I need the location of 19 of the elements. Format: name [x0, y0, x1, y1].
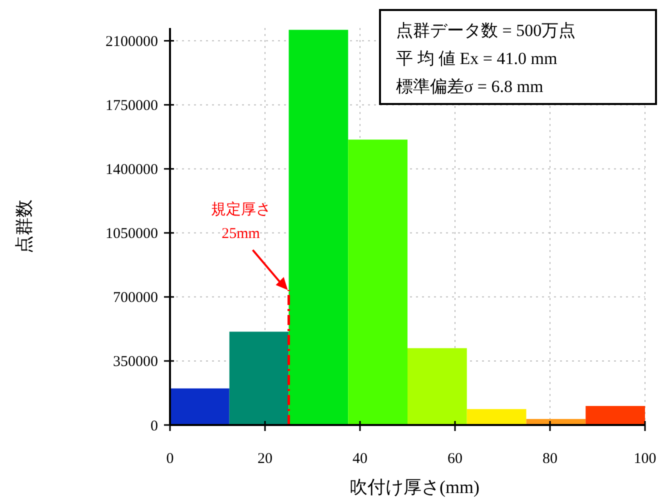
- x-tick-label: 40: [352, 451, 368, 467]
- annotation: 標準偏差σ = 6.8 mm: [396, 77, 544, 96]
- y-tick-label: 0: [150, 418, 158, 434]
- ref-line-label: 規定厚さ 25mm: [210, 201, 271, 242]
- y-tick-label: 2100000: [106, 34, 158, 50]
- x-tick-label: 100: [634, 451, 656, 467]
- annotation: 平 均 値 Ex = 41.0 mm: [396, 49, 558, 68]
- x-tick-label: 80: [542, 451, 558, 467]
- y-axis-title: 点群数: [14, 200, 34, 254]
- x-tick-label: 0: [166, 451, 174, 467]
- y-tick-label: 1400000: [106, 162, 158, 178]
- x-tick-label: 60: [448, 451, 462, 467]
- y-tick-label: 1050000: [106, 226, 158, 242]
- y-tick-label: 1750000: [106, 98, 158, 114]
- x-axis-title: 吹付け厚さ(mm): [350, 477, 480, 497]
- y-tick-label: 700000: [113, 290, 158, 306]
- x-tick-label: 20: [258, 451, 272, 467]
- y-tick-label: 350000: [113, 354, 158, 370]
- annotation: 点群データ数 = 500万点: [396, 21, 576, 40]
